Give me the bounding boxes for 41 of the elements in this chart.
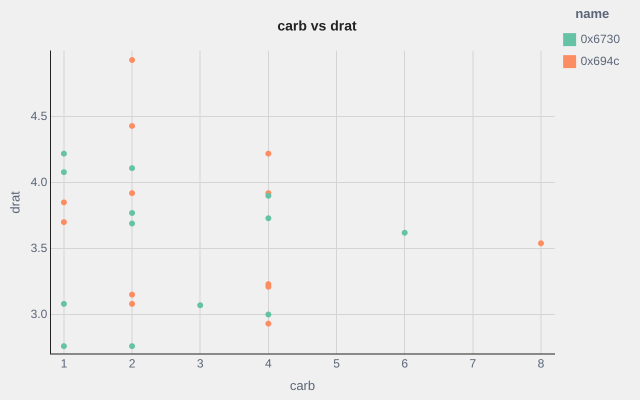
x-tick-label: 7 bbox=[470, 356, 476, 371]
point bbox=[60, 219, 67, 226]
point bbox=[129, 220, 136, 226]
x-tick-label: 8 bbox=[538, 356, 545, 371]
x-tick-label: 4 bbox=[265, 356, 272, 371]
point bbox=[129, 343, 136, 350]
legend-title: name bbox=[575, 6, 610, 22]
point bbox=[60, 343, 67, 350]
x-tick-label: 5 bbox=[333, 356, 340, 371]
point bbox=[402, 230, 408, 236]
y-tick-label: 4.0 bbox=[30, 174, 48, 189]
y-tick-label: 4.5 bbox=[30, 109, 48, 124]
legend-label: 0x6730 bbox=[580, 32, 620, 46]
point bbox=[265, 320, 272, 327]
point bbox=[265, 311, 272, 318]
point bbox=[60, 300, 67, 307]
point bbox=[197, 302, 204, 308]
point bbox=[129, 210, 136, 216]
x-tick-label: 2 bbox=[128, 356, 136, 371]
y-tick-label: 3.5 bbox=[30, 240, 48, 255]
point bbox=[129, 165, 136, 172]
point bbox=[60, 150, 67, 157]
point bbox=[129, 122, 136, 129]
point bbox=[60, 169, 67, 176]
point bbox=[265, 192, 272, 199]
x-axis-title: carb bbox=[290, 378, 316, 393]
point bbox=[60, 199, 67, 206]
point bbox=[129, 57, 136, 64]
x-tick-label: 6 bbox=[401, 356, 408, 371]
point bbox=[538, 240, 544, 246]
point bbox=[129, 300, 136, 307]
y-axis-title: drat bbox=[7, 190, 22, 214]
point bbox=[129, 190, 136, 196]
legend-label: 0x694c bbox=[580, 54, 620, 68]
x-tick-label: 1 bbox=[60, 356, 68, 371]
point bbox=[265, 215, 272, 222]
y-tick-label: 3.0 bbox=[30, 306, 48, 321]
point bbox=[265, 150, 272, 157]
point bbox=[129, 292, 136, 298]
chart-title: carb vs drat bbox=[277, 17, 358, 34]
x-tick-label: 3 bbox=[196, 356, 204, 371]
